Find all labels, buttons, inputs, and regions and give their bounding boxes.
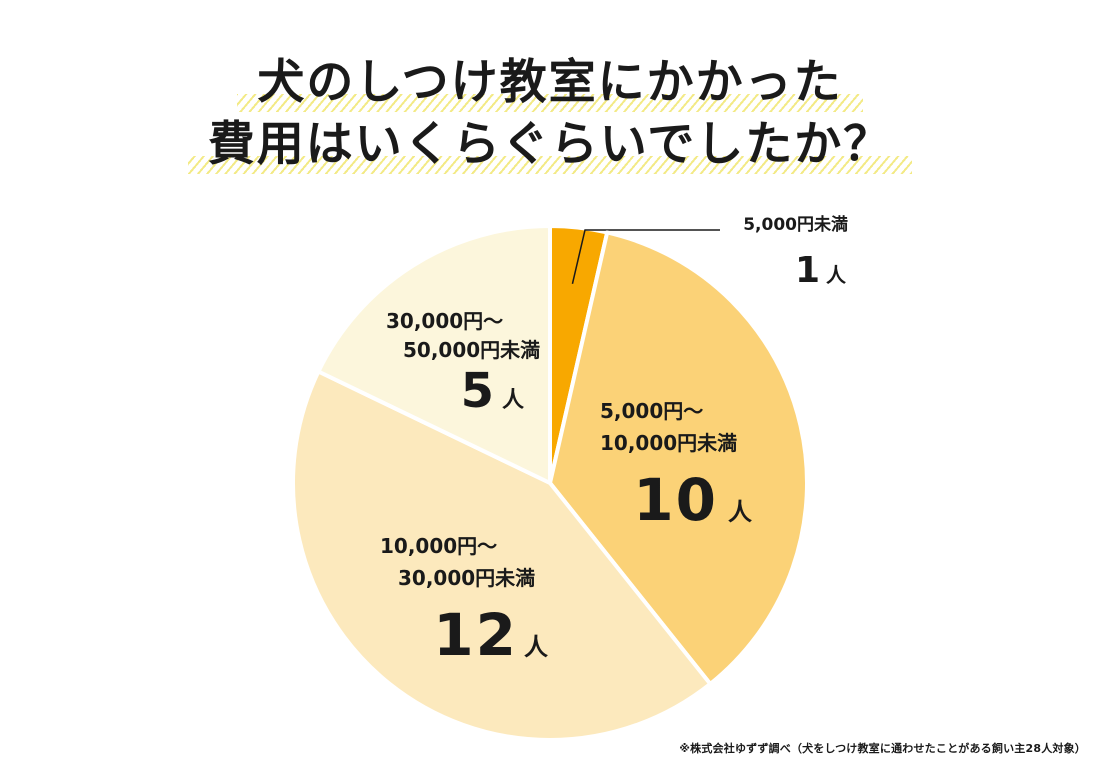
slice-3-count-label: 12 [433, 601, 518, 669]
title-line-2: 費用はいくらぐらいでしたか？ [187, 114, 912, 176]
slice-4-unit-label: 人 [502, 388, 524, 413]
pie-slice-4 [316, 224, 552, 485]
survey-footnote: ※株式会社ゆずず調べ（犬をしつけ教室に通わせたことがある飼い主28人対象） [679, 742, 1086, 755]
pie-slice-2 [548, 230, 809, 686]
slice-4-count-label: 5 [461, 363, 496, 419]
slice-3-range-label-line2: 30,000円未満 [398, 566, 535, 590]
slice-4-range-label-line1: 30,000円〜 [386, 309, 503, 333]
slice-2-count-label: 10 [633, 466, 718, 534]
slice-4-range-label-line2: 50,000円未満 [403, 338, 540, 362]
slice-1-range-label-line1: 5,000円未満 [743, 214, 848, 235]
slice-3-unit-label: 人 [524, 633, 548, 661]
slice-1-unit-label: 人 [826, 263, 847, 287]
slice-2-range-label-line1: 5,000円〜 [600, 399, 703, 423]
slice-2-range-label-line2: 10,000円未満 [600, 431, 737, 455]
leader-line [571, 229, 720, 284]
chart-title: 犬のしつけ教室にかかった 費用はいくらぐらいでしたか？ [0, 52, 1100, 176]
pie-slice-3 [291, 369, 713, 742]
slice-3-range-label-line1: 10,000円〜 [380, 534, 497, 558]
slice-2-unit-label: 人 [728, 498, 752, 526]
title-line-1: 犬のしつけ教室にかかった [237, 52, 863, 114]
slice-1-count-label: 1 [795, 250, 822, 291]
